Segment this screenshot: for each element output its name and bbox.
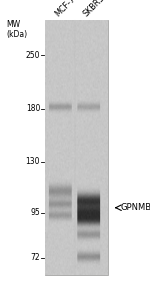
Text: MCF-7: MCF-7 [53, 0, 77, 18]
Text: SKBR3: SKBR3 [81, 0, 106, 18]
Text: 72: 72 [31, 253, 40, 262]
Text: MW
(kDa): MW (kDa) [6, 20, 27, 39]
Text: 250: 250 [26, 51, 40, 60]
Text: 95: 95 [30, 208, 40, 217]
Bar [45, 20, 108, 275]
Text: GPNMB: GPNMB [120, 203, 150, 212]
Text: 130: 130 [26, 157, 40, 166]
Text: 180: 180 [26, 104, 40, 113]
